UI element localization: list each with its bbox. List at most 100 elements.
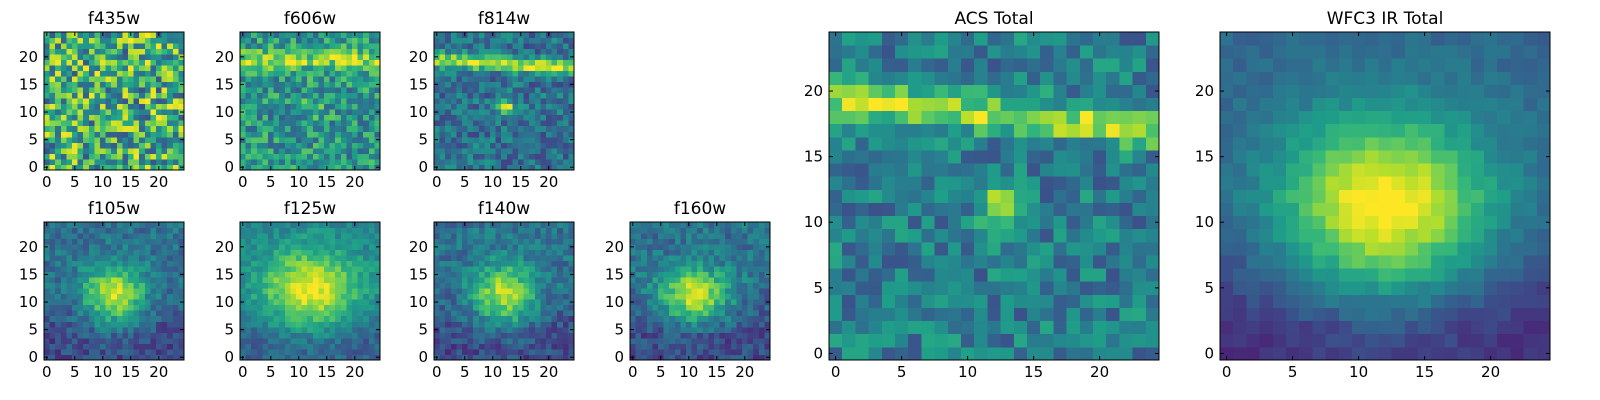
heatmap-cell <box>172 131 179 138</box>
heatmap-cell <box>60 87 67 94</box>
heatmap-cell <box>307 244 314 250</box>
heatmap-cell <box>478 310 485 317</box>
heatmap-cell <box>268 315 274 322</box>
heatmap-cell <box>462 326 468 333</box>
heatmap-cell <box>663 227 670 234</box>
heatmap-cell <box>284 299 291 306</box>
heatmap-cell <box>501 37 508 44</box>
heatmap-cell <box>284 266 291 273</box>
heatmap-cell <box>111 244 118 250</box>
heatmap-cell <box>352 54 358 60</box>
heatmap-cell <box>680 337 687 344</box>
heatmap-cell <box>557 81 564 88</box>
heatmap-cell <box>150 37 157 44</box>
heatmap-cell <box>974 307 988 322</box>
heatmap-cell <box>60 125 67 132</box>
heatmap-cell <box>139 332 146 339</box>
heatmap-cell <box>546 315 552 322</box>
heatmap-cell <box>368 299 375 306</box>
heatmap-cell <box>301 238 308 245</box>
heatmap-cell <box>100 321 106 328</box>
heatmap-cell <box>301 120 308 127</box>
heatmap-cell <box>83 238 90 245</box>
heatmap-cell <box>357 282 364 289</box>
heatmap-cell <box>445 54 452 60</box>
heatmap-cell <box>172 158 179 165</box>
heatmap-cell <box>324 337 330 344</box>
heatmap-cell <box>646 315 653 322</box>
heatmap-cell <box>1040 333 1054 348</box>
heatmap-cell <box>484 158 491 165</box>
heatmap-cell <box>439 260 446 267</box>
heatmap-cell <box>256 43 263 49</box>
heatmap-cell <box>144 147 151 154</box>
heatmap-cell <box>122 65 129 72</box>
heatmap-cell <box>987 176 1001 190</box>
heatmap-cell <box>523 147 530 154</box>
heatmap-cell <box>105 266 112 273</box>
heatmap-cell <box>335 109 342 116</box>
heatmap-cell <box>512 238 519 245</box>
heatmap-cell <box>534 233 541 239</box>
heatmap-cell <box>546 131 552 138</box>
heatmap-cell <box>144 348 151 355</box>
heatmap-cell <box>273 238 280 245</box>
heatmap-cell <box>88 32 95 38</box>
heatmap-cell <box>116 70 123 77</box>
heatmap-cell <box>83 304 90 311</box>
heatmap-cell <box>512 70 519 77</box>
heatmap-cell <box>495 288 502 295</box>
heatmap-cell <box>346 249 353 256</box>
heatmap-cell <box>307 260 314 267</box>
heatmap-cell <box>562 343 569 350</box>
heatmap-cell <box>178 282 185 289</box>
heatmap-cell <box>88 76 95 83</box>
heatmap-cell <box>172 227 179 234</box>
heatmap-cell <box>83 153 90 160</box>
heatmap-cell <box>557 54 564 60</box>
heatmap-cell <box>947 202 962 217</box>
heatmap-cell <box>663 266 670 273</box>
heatmap-cell <box>641 238 648 245</box>
heatmap-cell <box>357 315 364 322</box>
heatmap-cell <box>434 282 440 289</box>
heatmap-cell <box>284 70 291 77</box>
heatmap-cell <box>523 238 530 245</box>
heatmap-cell <box>100 337 106 344</box>
heatmap-cell <box>105 343 112 350</box>
heatmap-cell <box>105 271 112 278</box>
heatmap-cell <box>764 282 771 289</box>
heatmap-cell <box>702 255 709 262</box>
heatmap-cell <box>529 343 536 350</box>
heatmap-cell <box>764 222 771 228</box>
heatmap-cell <box>251 337 258 344</box>
heatmap-cell <box>301 158 308 165</box>
heatmap-cell <box>111 348 118 355</box>
heatmap-cell <box>478 266 485 273</box>
heatmap-cell <box>307 92 314 99</box>
heatmap-cell <box>881 255 896 269</box>
heatmap-cell <box>495 332 502 339</box>
heatmap-cell <box>77 48 84 55</box>
x-tick-label: 10 <box>289 363 308 381</box>
heatmap-cell <box>324 326 330 333</box>
heatmap-cell <box>961 294 975 308</box>
heatmap-cell <box>262 255 269 262</box>
heatmap-cell <box>374 222 381 228</box>
heatmap-cell <box>702 354 709 361</box>
heatmap-cell <box>506 260 513 267</box>
heatmap-cell <box>467 103 474 110</box>
heatmap-cell <box>758 354 765 361</box>
heatmap-cell <box>296 70 302 77</box>
heatmap-cell <box>1013 202 1028 217</box>
heatmap-cell <box>363 92 370 99</box>
heatmap-cell <box>284 255 291 262</box>
heatmap-cell <box>290 354 297 361</box>
heatmap-cell <box>128 321 134 328</box>
heatmap-cell <box>473 293 480 300</box>
heatmap-cell <box>1000 202 1015 217</box>
heatmap-cell <box>534 271 541 278</box>
heatmap-cell <box>540 321 547 328</box>
heatmap-cell <box>495 147 502 154</box>
heatmap-cell <box>881 176 896 190</box>
